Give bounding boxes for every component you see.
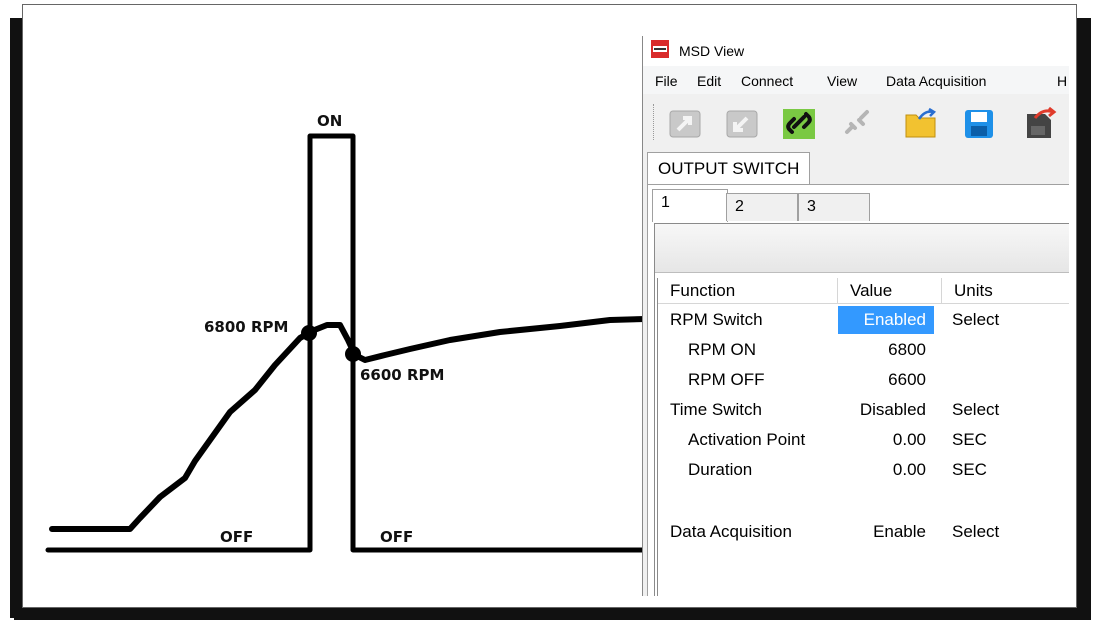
menu-file[interactable]: File [655,73,678,89]
switch-output-line [45,133,648,553]
menu-connect[interactable]: Connect [741,73,794,89]
row-activation-point-units: SEC [952,430,987,449]
row-duration-value[interactable]: 0.00 [892,460,926,479]
save-disk-icon[interactable] [961,106,997,140]
row-rpm-switch-value[interactable]: Enabled [838,306,934,334]
settings-grid: Function Value Units RPM Switch Enabled … [657,278,1069,596]
toolbar-grip [653,104,656,140]
tab-output-switch[interactable]: OUTPUT SWITCH [647,152,811,185]
menu-data-acquisition[interactable]: Data Acquisition [886,73,987,89]
disconnect-icon[interactable] [839,106,875,140]
msd-view-window: MSD View File Edit Connect View Data Acq… [642,36,1069,596]
frame-shadow-left [10,18,24,618]
msd-app-icon [651,40,669,58]
label-off-left: OFF [220,528,254,546]
menu-view[interactable]: View [827,73,858,89]
subtab-3[interactable]: 3 [798,193,870,221]
download-icon[interactable] [724,106,760,140]
frame-shadow-bottom [14,608,1091,620]
label-rpm-off: 6600 RPM [360,366,445,384]
col-units[interactable]: Units [942,278,1069,304]
row-data-acquisition-function: Data Acquisition [670,522,792,541]
row-duration-function: Duration [688,460,753,479]
row-time-switch-units[interactable]: Select [952,400,1000,419]
connect-link-icon[interactable] [781,106,817,140]
output-switch-panel: 1 2 3 Function Value Units RPM Switch En… [647,184,1069,596]
row-data-acquisition-units[interactable]: Select [952,522,1000,541]
row-rpm-switch-function: RPM Switch [670,310,763,329]
main-tab-strip: OUTPUT SWITCH [643,150,1069,185]
row-rpm-off-function: RPM OFF [688,370,765,389]
col-function[interactable]: Function [658,278,838,304]
label-rpm-on: 6800 RPM [204,318,289,336]
subtab-1[interactable]: 1 [652,189,728,222]
panel-header-band [655,224,1069,273]
menu-bar: File Edit Connect View Data Acquisition … [643,66,1069,94]
menu-help[interactable]: H [1057,73,1068,89]
open-folder-icon[interactable] [903,106,939,140]
upload-icon[interactable] [667,106,703,140]
label-on: ON [317,112,343,130]
label-off-right: OFF [380,528,414,546]
row-duration-units: SEC [952,460,987,479]
col-value[interactable]: Value [838,278,942,304]
menu-edit[interactable]: Edit [697,73,722,89]
rpm-curve [49,316,648,532]
sub-tab-strip: 1 2 3 [648,189,1069,222]
row-rpm-switch-units[interactable]: Select [952,310,1000,329]
subtab-2[interactable]: 2 [726,193,798,221]
toolbar [643,94,1069,150]
row-rpm-on-value[interactable]: 6800 [888,340,926,359]
row-activation-point-value[interactable]: 0.00 [892,430,926,449]
row-time-switch-function: Time Switch [670,400,762,419]
rpm-on-point [301,325,317,341]
title-bar: MSD View [643,36,1069,66]
row-data-acquisition-value[interactable]: Enable [873,522,926,541]
sd-card-icon[interactable] [1021,106,1057,140]
row-activation-point-function: Activation Point [688,430,806,449]
switch-settings-body: Function Value Units RPM Switch Enabled … [654,223,1069,596]
row-time-switch-value[interactable]: Disabled [859,400,926,419]
window-title: MSD View [679,43,745,59]
rpm-off-point [345,346,361,362]
row-rpm-off-value[interactable]: 6600 [888,370,926,389]
row-rpm-on-function: RPM ON [688,340,756,359]
frame-shadow-right [1075,18,1091,616]
